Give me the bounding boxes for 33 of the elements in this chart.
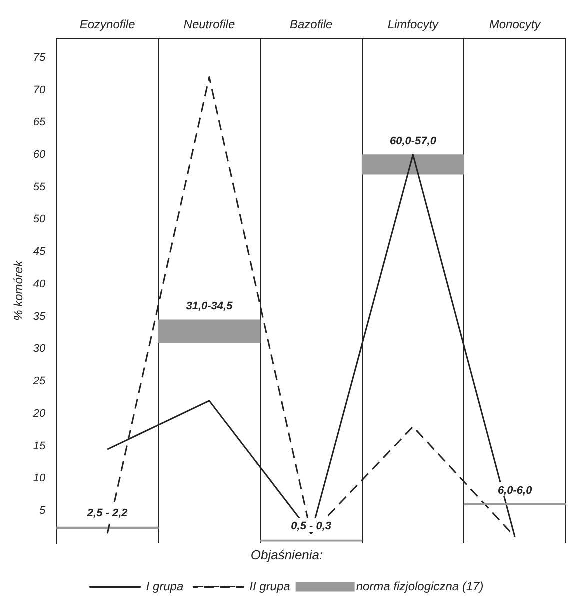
x-tick-label: Bazofile: [290, 18, 333, 32]
y-tick-label: 60: [33, 149, 47, 161]
y-tick-label: 10: [33, 472, 47, 485]
x-tick-label: Eozynofile: [80, 18, 136, 32]
y-tick-label: 5: [40, 505, 47, 518]
y-tick-label: 15: [33, 440, 47, 452]
bar: [56, 526, 159, 530]
y-tick-label: 65: [33, 116, 47, 129]
y-axis-title: % komórek: [12, 260, 26, 321]
legend-label: II grupa: [250, 579, 291, 594]
y-tick-label: 50: [33, 214, 47, 226]
x-tick-label: Neutrofile: [184, 18, 236, 32]
annotation: 2,5 - 2,2: [86, 508, 128, 520]
annotation: 60,0-57,0: [390, 135, 438, 148]
annotation: 0,5 - 0,3: [291, 520, 332, 533]
x-tick-label: Limfocyty: [388, 18, 440, 32]
y-tick-label: 20: [32, 408, 47, 420]
y-tick-label: 45: [33, 246, 47, 258]
y-tick-label: 30: [33, 343, 47, 356]
annotation: 6,0-6,0: [498, 485, 534, 498]
y-tick-label: 35: [33, 310, 47, 323]
annotation: 31,0-34,5: [186, 300, 234, 313]
x-tick-label: Monocyty: [489, 18, 542, 32]
y-tick-label: 25: [32, 376, 47, 388]
y-tick-label: 55: [33, 181, 47, 194]
legend-label: norma fizjologiczna (17): [356, 579, 484, 594]
legend-label: I grupa: [146, 579, 184, 594]
bar: [362, 154, 464, 175]
legend-title: Objaśnienia:: [250, 548, 324, 563]
y-tick-label: 75: [33, 52, 47, 64]
y-tick-label: 70: [33, 84, 47, 96]
bar: [158, 320, 261, 344]
y-tick-label: 40: [33, 278, 47, 290]
